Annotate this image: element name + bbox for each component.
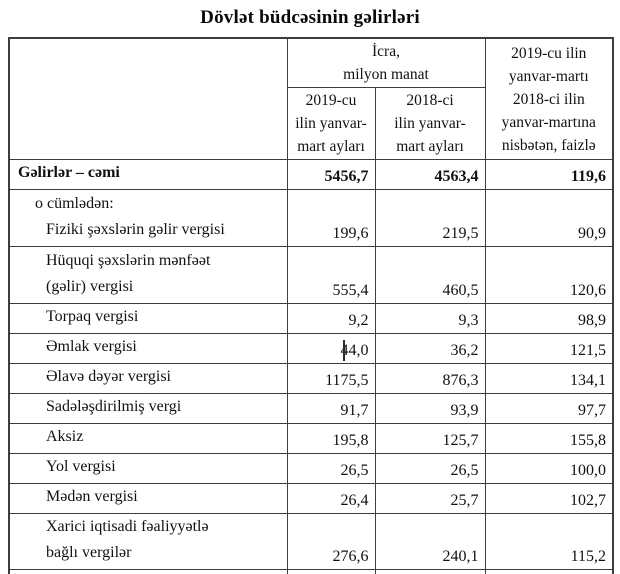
value-2019-cell: 555,4 (286, 246, 376, 304)
value-2018-cell: 26,5 (374, 453, 486, 484)
row-label-cell: Digər daxilolmalar (8, 569, 288, 574)
percent-cell: 90,9 (484, 189, 614, 247)
percent-cell: 100,0 (484, 453, 614, 484)
percent-cell: 119,6 (484, 159, 614, 190)
value-2018-cell: 9,3 (374, 303, 486, 334)
row-label-cell: o cümlədən: Fiziki şəxslərin gəlir vergi… (8, 189, 288, 247)
percent-cell: 102,7 (484, 483, 614, 514)
percent-cell: 98,9 (484, 303, 614, 334)
table-row: Hüquqi şəxslərin mənfəət (gəlir) vergisi… (8, 246, 614, 304)
value-2019-cell: 195,8 (286, 423, 376, 454)
row-label: Əlavə dəyər vergisi (46, 368, 171, 385)
table-row: Torpaq vergisi 9,2 9,3 98,9 (8, 303, 614, 334)
row-label: Mədən vergisi (46, 488, 138, 505)
value-2018-cell: 4563,4 (374, 159, 486, 190)
table-row: o cümlədən: Fiziki şəxslərin gəlir vergi… (8, 189, 614, 247)
value-2018-cell: 36,2 (374, 333, 486, 364)
value-2018-cell: 876,3 (374, 363, 486, 394)
row-label-cell: Mədən vergisi (8, 483, 288, 514)
value-2019-cell: 199,6 (286, 189, 376, 247)
row-label: Əmlak vergisi (46, 338, 137, 355)
percent-cell: 155,8 (484, 423, 614, 454)
row-label: Digər daxilolmalar (10, 570, 286, 574)
row-label-cell: Yol vergisi (8, 453, 288, 484)
cell-value: 44,0 (340, 342, 369, 359)
value-2019-cell: 1175,5 (286, 363, 376, 394)
table-row: Yol vergisi 26,5 26,5 100,0 (8, 453, 614, 484)
table-row-total: Gəlirlər – cəmi 5456,7 4563,4 119,6 (8, 159, 614, 190)
percent-cell: 134,1 (484, 363, 614, 394)
row-label: Hüquqi şəxslərin mənfəət (gəlir) vergisi (46, 252, 211, 295)
percent-cell: 115,2 (484, 513, 614, 570)
value-2019-cell: 44,0 (286, 333, 376, 364)
row-label: Xarici iqtisadi fəaliyyətlə bağlı vergil… (46, 518, 209, 561)
header-empty-cell (8, 37, 288, 160)
row-label-cell: Torpaq vergisi (8, 303, 288, 334)
page-title: Dövlət büdcəsinin gəlirləri (200, 7, 420, 28)
header-col-2019: 2019-cu ilin yanvar- mart ayları (286, 87, 376, 160)
header-row-top: İcra, milyon manat 2019-cu ilin yanvar-m… (8, 37, 614, 160)
value-2018-cell: 460,5 (374, 246, 486, 304)
text-cursor (343, 340, 345, 361)
row-label: Yol vergisi (46, 458, 116, 475)
budget-revenues-table: İcra, milyon manat 2019-cu ilin yanvar-m… (8, 37, 615, 574)
value-2018-cell: 25,7 (374, 483, 486, 514)
row-label-cell: Aksiz (8, 423, 288, 454)
row-label-cell: Əmlak vergisi (8, 333, 288, 364)
row-label-cell: Gəlirlər – cəmi (8, 159, 288, 190)
table-row: Mədən vergisi 26,4 25,7 102,7 (8, 483, 614, 514)
row-label: Gəlirlər – cəmi (18, 164, 120, 181)
table-row: Sadələşdirilmiş vergi 91,7 93,9 97,7 (8, 393, 614, 424)
percent-cell: 116,6 (484, 569, 614, 574)
row-label-cell: Sadələşdirilmiş vergi (8, 393, 288, 424)
document-page: Dövlət büdcəsinin gəlirləri İcra, milyon… (0, 7, 620, 574)
row-label-cell: Xarici iqtisadi fəaliyyətlə bağlı vergil… (8, 513, 288, 570)
table-row: Əlavə dəyər vergisi 1175,5 876,3 134,1 (8, 363, 614, 394)
value-2019-cell: 9,2 (286, 303, 376, 334)
table-row: Aksiz 195,8 125,7 155,8 (8, 423, 614, 454)
value-2018-cell: 219,5 (374, 189, 486, 247)
value-2018-cell: 93,9 (374, 393, 486, 424)
row-label: Aksiz (46, 428, 84, 445)
value-2019-cell: 2856,0 (286, 569, 376, 574)
percent-cell: 120,6 (484, 246, 614, 304)
table-row: Əmlak vergisi 44,0 36,2 121,5 (8, 333, 614, 364)
percent-cell: 97,7 (484, 393, 614, 424)
percent-cell: 121,5 (484, 333, 614, 364)
row-label-cell: Hüquqi şəxslərin mənfəət (gəlir) vergisi (8, 246, 288, 304)
header-percent-change: 2019-cu ilin yanvar-martı 2018-ci ilin y… (484, 37, 614, 160)
row-label: Torpaq vergisi (46, 308, 139, 325)
row-label: Sadələşdirilmiş vergi (46, 398, 182, 415)
value-2018-cell: 125,7 (374, 423, 486, 454)
header-col-2018: 2018-ci ilin yanvar- mart ayları (374, 87, 486, 160)
value-2019-cell: 26,5 (286, 453, 376, 484)
header-row-sub: 2019-cu ilin yanvar- mart ayları 2018-ci… (9, 87, 613, 160)
header-execution-group: İcra, milyon manat (286, 37, 486, 88)
table-row: Xarici iqtisadi fəaliyyətlə bağlı vergil… (8, 513, 614, 570)
value-2018-cell: 2449,7 (374, 569, 486, 574)
value-2019-cell: 91,7 (286, 393, 376, 424)
value-2019-cell: 276,6 (286, 513, 376, 570)
value-2019-cell: 5456,7 (286, 159, 376, 190)
group-label: o cümlədən: (35, 195, 114, 212)
table-row: Digər daxilolmalar 2856,0 2449,7 116,6 (8, 569, 614, 574)
value-2018-cell: 240,1 (374, 513, 486, 570)
value-2019-cell: 26,4 (286, 483, 376, 514)
row-label-cell: Əlavə dəyər vergisi (8, 363, 288, 394)
row-label: Fiziki şəxslərin gəlir vergisi (46, 221, 225, 238)
